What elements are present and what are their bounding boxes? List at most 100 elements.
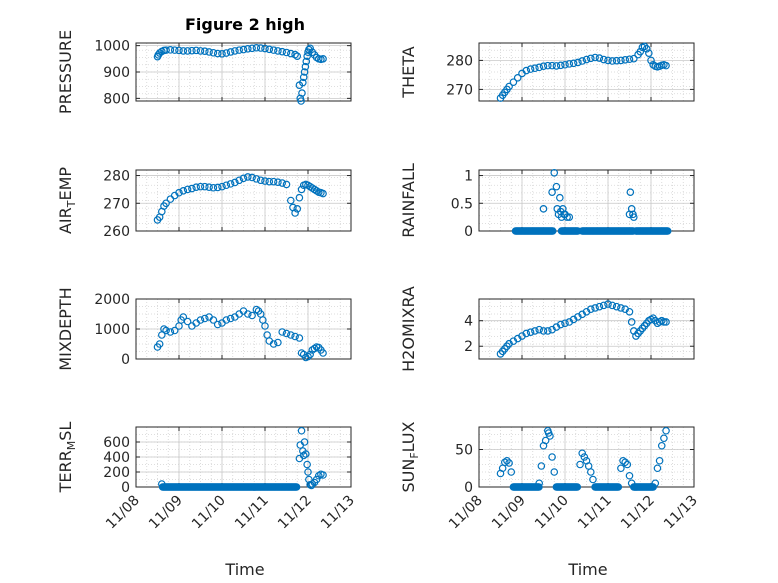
data-point [565, 213, 574, 221]
data-point [292, 483, 301, 491]
figure-title: Figure 2 high [185, 15, 305, 34]
data-point [302, 57, 311, 66]
data-point [591, 304, 599, 312]
data-point [535, 325, 544, 334]
y-tick-label: 260 [103, 224, 130, 240]
data-point [621, 56, 630, 64]
data-point [653, 464, 662, 473]
data-point [282, 329, 291, 338]
data-point [306, 44, 314, 53]
y-axis-label: H2OMIXRA [399, 286, 418, 372]
data-point [269, 177, 278, 186]
data-point [282, 180, 291, 189]
data-point [541, 436, 550, 445]
data-point [503, 456, 511, 465]
data-point [625, 55, 634, 64]
data-point [175, 188, 183, 197]
data-point [155, 340, 164, 348]
data-point [548, 188, 556, 196]
y-axis-label: PRESSURE [56, 30, 75, 114]
y-axis-label: SUNFLUX [399, 421, 421, 492]
data-point [235, 176, 244, 185]
data-point [663, 227, 672, 235]
data-point [660, 318, 668, 326]
subplot-rainfall: 0 0.5 1 RAINFALL [399, 163, 695, 240]
data-point [252, 305, 261, 314]
subplot-h2omixra: 2 4 H2OMIXRA [399, 286, 695, 372]
x-tick-label: 11/08 [446, 493, 486, 533]
data-point [261, 44, 269, 53]
data-point [304, 352, 312, 361]
data-point [578, 449, 587, 458]
data-point [303, 460, 311, 469]
x-tick-label: 11/13 [318, 493, 358, 533]
subplot-sun-flux: 0 50 11/08 11/09 11/10 11/11 11/12 11/13 SUNFLUX [399, 421, 701, 532]
data-point [293, 52, 302, 60]
data-point [599, 55, 608, 64]
data-point [261, 177, 269, 185]
data-point [188, 184, 196, 193]
data-point [274, 338, 282, 347]
y-tick-label: 280 [103, 169, 130, 185]
y-tick-label: 400 [103, 450, 130, 466]
subplot-pressure: 800 900 1000 PRESSURE [56, 30, 352, 114]
data-point [629, 54, 638, 63]
data-point [642, 44, 651, 53]
data-point [586, 305, 595, 314]
data-point [158, 480, 166, 488]
data-point [548, 453, 556, 461]
data-point [295, 334, 304, 342]
y-tick-label: 270 [446, 82, 473, 98]
data-point [248, 173, 256, 182]
data-point [662, 318, 670, 326]
data-point [304, 468, 312, 476]
x-tick-label: 11/13 [661, 493, 701, 533]
y-tick-label: 1000 [94, 39, 130, 55]
data-point [662, 426, 670, 435]
data-point [576, 460, 584, 469]
data-point [226, 48, 235, 56]
data-point [319, 55, 327, 63]
data-point [563, 213, 571, 221]
data-point [556, 320, 565, 329]
data-point [213, 183, 222, 192]
data-point [586, 468, 595, 476]
data-point [160, 325, 168, 333]
data-point [505, 459, 513, 467]
data-point [308, 480, 317, 488]
data-point [543, 327, 552, 335]
data-point [619, 456, 627, 465]
data-point [162, 326, 170, 335]
data-point [561, 319, 569, 328]
data-point [561, 60, 569, 69]
x-axis-label-left: Time [224, 560, 264, 579]
data-point [645, 49, 653, 57]
y-tick-label: 1 [464, 169, 473, 185]
x-tick-label: 11/12 [275, 493, 315, 533]
y-axis-label: AIRTEMP [56, 167, 78, 234]
data-point [299, 451, 308, 460]
data-point [205, 48, 213, 56]
plot-area [479, 43, 694, 101]
data-point [543, 61, 552, 70]
y-tick-label: 0 [464, 480, 473, 496]
data-point [213, 49, 222, 58]
data-point [539, 327, 548, 335]
y-axis-label: THETA [399, 46, 418, 98]
plot-frame [478, 298, 695, 360]
data-point [297, 97, 305, 105]
data-point [625, 471, 634, 480]
data-point [552, 62, 561, 70]
y-tick-label: 1000 [94, 322, 130, 338]
data-point [535, 63, 544, 72]
data-point [278, 179, 287, 187]
y-tick-label: 0.5 [451, 196, 473, 212]
data-point [222, 49, 231, 57]
y-axis-label: MIXDEPTH [56, 287, 75, 370]
data-point [252, 43, 261, 52]
x-tick-label: 11/10 [189, 493, 229, 533]
y-tick-label: 0 [464, 224, 473, 240]
data-point [582, 55, 591, 64]
data-point [627, 318, 636, 326]
